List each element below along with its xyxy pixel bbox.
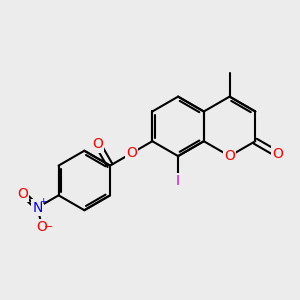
Text: +: + — [39, 197, 47, 206]
Text: I: I — [176, 174, 180, 188]
Text: O: O — [92, 137, 103, 152]
Text: O: O — [224, 149, 235, 163]
Text: O: O — [272, 147, 283, 161]
Text: O: O — [126, 146, 136, 161]
Text: O: O — [17, 187, 28, 201]
Text: −: − — [44, 222, 54, 232]
Text: O: O — [37, 220, 48, 234]
Text: N: N — [32, 200, 43, 214]
